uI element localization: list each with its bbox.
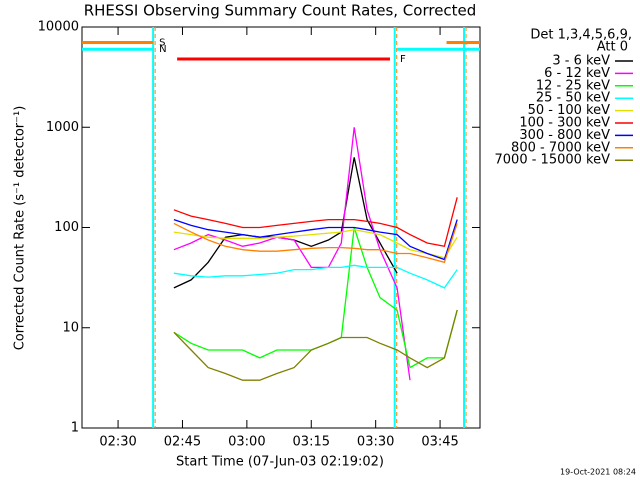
plot-frame <box>81 26 481 429</box>
x-tick-label: 03:00 <box>228 435 265 450</box>
legend-label: 50 - 100 keV <box>528 103 611 118</box>
flag-label: F <box>400 54 406 65</box>
legend-label: 300 - 800 keV <box>519 128 610 143</box>
legend-title: Att 0 <box>597 40 628 55</box>
series-line <box>173 127 411 381</box>
x-tick-label: 02:30 <box>99 435 136 450</box>
legend-label: 6 - 12 keV <box>544 66 610 81</box>
series-line <box>173 309 458 381</box>
legend-label: 12 - 25 keV <box>536 78 610 93</box>
y-tick-label: 1 <box>71 421 79 436</box>
y-tick-label: 1000 <box>46 120 79 135</box>
legend-label: 7000 - 15000 keV <box>495 153 611 168</box>
x-tick-label: 03:45 <box>421 435 458 450</box>
x-axis-label: Start Time (07-Jun-03 02:19:02) <box>176 455 384 470</box>
chart-title: RHESSI Observing Summary Count Rates, Co… <box>84 2 477 20</box>
x-tick-label: 02:45 <box>164 435 201 450</box>
y-tick-label: 100 <box>54 220 79 235</box>
legend-title: Det 1,3,4,5,6,9, <box>530 28 632 43</box>
series-line <box>173 222 458 264</box>
series-line <box>173 218 458 261</box>
x-tick-label: 03:30 <box>357 435 394 450</box>
series-line <box>173 197 458 248</box>
flag-label: N <box>159 44 166 55</box>
y-tick-label: 10000 <box>38 20 79 35</box>
series-line <box>173 264 458 289</box>
footer: 19-Oct-2021 08:24 <box>560 468 636 477</box>
series-line <box>173 229 458 259</box>
series-line <box>173 157 398 289</box>
flag-label: S <box>159 38 165 49</box>
y-axis-label: Corrected Count Rate (s⁻¹ detector⁻¹) <box>13 106 28 351</box>
legend-label: 3 - 6 keV <box>552 54 610 69</box>
legend-label: 800 - 7000 keV <box>511 140 610 155</box>
legend-label: 100 - 300 keV <box>519 116 610 131</box>
y-tick-label: 10 <box>62 320 79 335</box>
legend-label: 25 - 50 keV <box>536 91 610 106</box>
x-tick-label: 03:15 <box>293 435 330 450</box>
